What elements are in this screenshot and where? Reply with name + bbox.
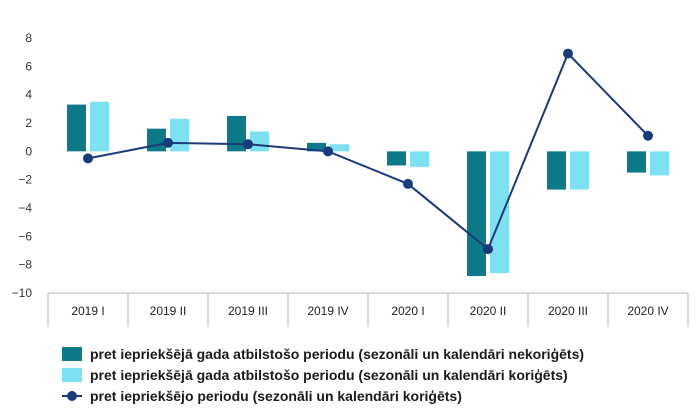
legend-swatch-adjusted	[62, 367, 82, 382]
x-tick-label: 2019 II	[150, 304, 187, 318]
legend-label-previous-period: pret iepriekšējo periodu (sezonāli un ka…	[90, 387, 462, 404]
point-previous-period	[163, 137, 173, 148]
y-tick-label: −8	[18, 258, 32, 272]
x-tick-label: 2019 I	[71, 304, 104, 318]
point-previous-period	[483, 244, 493, 255]
bar-nonadjusted	[67, 104, 86, 152]
bar-nonadjusted	[627, 151, 646, 173]
legend-label-nonadjusted: pret iepriekšējā gada atbilstošo periodu…	[90, 345, 585, 362]
legend-swatch-nonadjusted	[62, 346, 82, 361]
legend-label-adjusted: pret iepriekšējā gada atbilstošo periodu…	[90, 366, 568, 383]
bar-adjusted	[490, 151, 509, 274]
point-previous-period	[323, 146, 333, 157]
point-previous-period	[243, 139, 253, 150]
x-tick-label: 2020 I	[391, 304, 424, 318]
bar-nonadjusted	[307, 142, 326, 152]
bar-adjusted	[570, 151, 589, 190]
y-tick-label: 8	[25, 31, 32, 45]
chart-plot: 8 6 4 2 0 −2 −4 −6 −8 −10 2019 I 2019 II 2019 III 201…	[12, 31, 689, 327]
point-previous-period	[643, 130, 653, 141]
bar-adjusted	[650, 151, 669, 176]
bar-nonadjusted	[387, 151, 406, 166]
y-tick-label: 6	[25, 59, 32, 73]
y-tick-label: 4	[25, 88, 32, 102]
y-tick-label: 0	[25, 144, 32, 158]
bar-adjusted	[250, 131, 269, 152]
bar-adjusted	[170, 118, 189, 152]
legend-swatch-previous-period	[62, 389, 82, 403]
x-tick-label: 2019 III	[228, 304, 268, 318]
legend-item-adjusted: pret iepriekšējā gada atbilstošo periodu…	[62, 364, 584, 385]
point-previous-period	[83, 153, 93, 164]
x-tick-label: 2019 IV	[307, 304, 348, 318]
point-previous-period	[563, 48, 573, 59]
y-tick-label: 2	[25, 116, 32, 130]
legend: pret iepriekšējā gada atbilstošo periodu…	[62, 343, 584, 406]
legend-item-nonadjusted: pret iepriekšējā gada atbilstošo periodu…	[62, 343, 584, 364]
y-tick-label: −4	[18, 201, 32, 215]
bar-nonadjusted	[147, 128, 166, 152]
bar-nonadjusted	[547, 151, 566, 190]
bar-adjusted	[410, 151, 429, 167]
x-tick-label: 2020 III	[548, 304, 588, 318]
bar-nonadjusted	[467, 151, 486, 276]
y-tick-label: −10	[12, 286, 33, 300]
point-previous-period	[403, 178, 413, 189]
y-tick-label: −6	[18, 229, 32, 243]
x-tick-label: 2020 IV	[627, 304, 668, 318]
line-previous-period	[87, 51, 649, 251]
legend-item-previous-period: pret iepriekšējo periodu (sezonāli un ka…	[62, 385, 584, 406]
bar-adjusted	[90, 101, 109, 152]
bar-nonadjusted	[227, 115, 246, 152]
y-tick-label: −2	[18, 173, 32, 187]
x-tick-label: 2020 II	[470, 304, 507, 318]
bar-adjusted	[330, 144, 349, 152]
